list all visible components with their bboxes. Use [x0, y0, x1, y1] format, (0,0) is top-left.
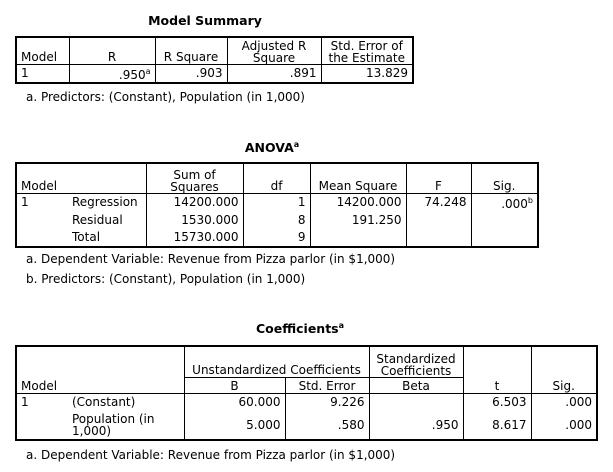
cell-b: 60.000 — [183, 393, 285, 411]
cell-f — [405, 211, 471, 229]
cell-model: 1 — [21, 394, 29, 409]
cell-sig: .000 — [530, 393, 597, 411]
row-label: Residual — [72, 212, 123, 227]
model-summary-title: Model Summary — [148, 13, 262, 28]
anova-table: Model Sum of Squares df Mean Square F Si… — [15, 162, 539, 248]
cell-sum-of-squares: 1530.000 — [145, 211, 243, 229]
header-r-square: R Square — [154, 37, 227, 64]
cell-beta — [368, 393, 463, 411]
header-adjusted-r-square: Adjusted R Square — [226, 37, 321, 64]
cell-std-error: 9.226 — [284, 393, 369, 411]
cell-std-error: .580 — [284, 411, 369, 440]
cell-sum-of-squares: 15730.000 — [145, 229, 243, 247]
header-standardized-coefficients: Standardized Coefficients — [368, 346, 463, 377]
row-label: Population (in 1,000) — [72, 412, 155, 438]
cell-mean-square: 14200.000 — [309, 193, 406, 211]
header-model: Model — [21, 49, 58, 64]
coefficients-title: Coefficientsa — [255, 321, 345, 337]
header-model: Model — [21, 178, 58, 193]
cell-sum-of-squares: 14200.000 — [145, 193, 243, 211]
cell-r-square: .903 — [154, 64, 227, 83]
coefficients-footnote: a. Dependent Variable: Revenue from Pizz… — [26, 448, 396, 462]
header-mean-square: Mean Square — [309, 163, 406, 193]
cell-b: 5.000 — [183, 411, 285, 440]
header-r: R — [68, 37, 155, 64]
header-sum-of-squares: Sum of Squares — [145, 163, 243, 193]
row-label: Total — [72, 230, 101, 244]
cell-t: 8.617 — [462, 411, 531, 440]
model-summary-table: Model R R Square Adjusted R Square Std. … — [15, 36, 414, 84]
header-df: df — [242, 163, 310, 193]
header-beta: Beta — [368, 376, 463, 393]
header-std-error-estimate: Std. Error of the Estimate — [320, 37, 413, 64]
row-label: (Constant) — [72, 394, 136, 409]
header-std-error: Std. Error — [284, 376, 369, 393]
cell-f: 74.248 — [405, 193, 471, 211]
header-model: Model — [21, 378, 58, 393]
cell-mean-square — [309, 229, 406, 247]
cell-df: 1 — [242, 193, 310, 211]
anova-footnote-b: b. Predictors: (Constant), Population (i… — [26, 272, 306, 286]
cell-model: 1 — [21, 65, 29, 80]
cell-beta: .950 — [368, 411, 463, 440]
cell-df: 9 — [242, 229, 310, 247]
model-summary-footnote: a. Predictors: (Constant), Population (i… — [26, 90, 305, 104]
header-unstandardized-coefficients: Unstandardized Coefficients — [183, 346, 369, 377]
cell-sig: .000 — [530, 411, 597, 440]
cell-adjusted-r-square: .891 — [226, 64, 321, 83]
cell-model: 1 — [21, 194, 29, 209]
cell-sig — [470, 229, 538, 247]
cell-df: 8 — [242, 211, 310, 229]
cell-std-error-estimate: 13.829 — [320, 64, 413, 83]
cell-t: 6.503 — [462, 393, 531, 411]
row-label: Regression — [72, 194, 138, 209]
anova-title: ANOVAa — [244, 140, 300, 156]
cell-sig: .000b — [470, 193, 538, 211]
cell-mean-square: 191.250 — [309, 211, 406, 229]
header-sig: Sig. — [470, 163, 538, 193]
cell-sig — [470, 211, 538, 229]
header-sig: Sig. — [530, 377, 597, 393]
coefficients-table: Unstandardized Coefficients Standardized… — [15, 345, 598, 441]
cell-f — [405, 229, 471, 247]
header-t: t — [462, 377, 531, 393]
anova-footnote-a: a. Dependent Variable: Revenue from Pizz… — [26, 252, 396, 266]
header-f: F — [405, 163, 471, 193]
header-b: B — [183, 376, 285, 393]
cell-r: .950a — [68, 64, 155, 83]
